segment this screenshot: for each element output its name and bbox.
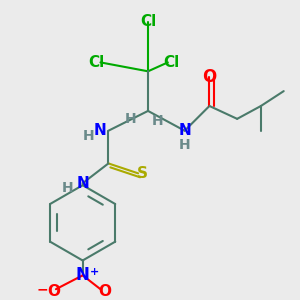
Text: +: + — [90, 267, 99, 278]
Text: H: H — [152, 114, 164, 128]
Text: N: N — [94, 123, 107, 138]
Text: H: H — [83, 129, 94, 143]
Text: O: O — [98, 284, 111, 299]
Text: S: S — [136, 166, 148, 181]
Text: Cl: Cl — [140, 14, 156, 29]
Text: H: H — [124, 112, 136, 126]
Text: O: O — [47, 284, 60, 299]
Text: N: N — [178, 123, 191, 138]
Text: H: H — [179, 138, 190, 152]
Text: N: N — [76, 176, 89, 191]
Text: Cl: Cl — [164, 55, 180, 70]
Text: H: H — [62, 181, 74, 195]
Text: N: N — [76, 266, 90, 284]
Text: Cl: Cl — [88, 55, 105, 70]
Text: −: − — [36, 282, 48, 296]
Text: O: O — [202, 68, 217, 86]
